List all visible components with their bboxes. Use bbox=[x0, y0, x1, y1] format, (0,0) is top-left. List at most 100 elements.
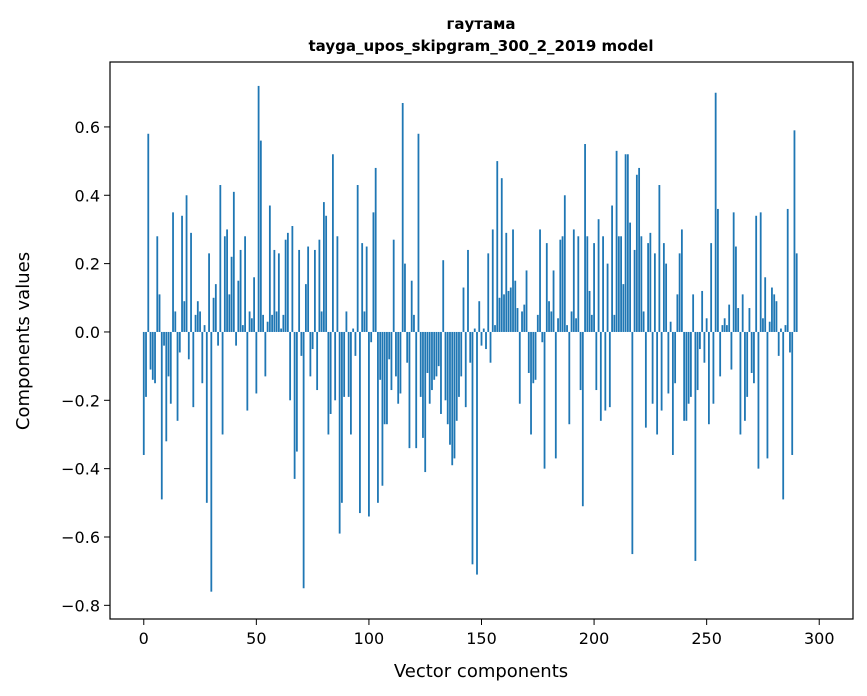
bar-185 bbox=[559, 239, 562, 332]
bar-216 bbox=[629, 222, 631, 332]
bar-5 bbox=[154, 331, 156, 384]
bar-200 bbox=[593, 243, 595, 332]
bar-82 bbox=[327, 331, 330, 435]
bar-232 bbox=[665, 263, 668, 332]
bar-208 bbox=[611, 205, 613, 332]
bar-78 bbox=[318, 239, 321, 332]
bar-93 bbox=[352, 328, 355, 332]
bar-91 bbox=[347, 331, 350, 397]
bar-96 bbox=[359, 331, 361, 514]
bar-278 bbox=[768, 321, 771, 332]
bar-73 bbox=[307, 246, 310, 332]
bar-273 bbox=[757, 331, 760, 469]
bar-104 bbox=[377, 331, 379, 503]
bar-56 bbox=[268, 205, 271, 332]
bar-128 bbox=[431, 331, 433, 391]
bar-144 bbox=[467, 249, 469, 332]
y-tick-label: 0.2 bbox=[75, 255, 100, 274]
bar-257 bbox=[721, 325, 724, 332]
bar-100 bbox=[368, 331, 370, 517]
bar-258 bbox=[723, 318, 726, 332]
bar-110 bbox=[390, 331, 393, 391]
bar-167 bbox=[518, 331, 521, 404]
bar-239 bbox=[680, 229, 683, 332]
bar-112 bbox=[395, 331, 397, 377]
bar-193 bbox=[577, 236, 580, 332]
bar-75 bbox=[311, 331, 314, 350]
bar-285 bbox=[784, 325, 787, 332]
bar-241 bbox=[685, 331, 688, 421]
bar-89 bbox=[343, 331, 346, 397]
bar-244 bbox=[692, 294, 695, 332]
bar-10 bbox=[165, 331, 168, 442]
bar-186 bbox=[561, 236, 564, 332]
bar-223 bbox=[644, 331, 647, 428]
bar-277 bbox=[766, 331, 769, 459]
bar-139 bbox=[455, 331, 458, 421]
bar-108 bbox=[386, 331, 388, 425]
bar-32 bbox=[214, 284, 217, 332]
bar-253 bbox=[712, 331, 715, 404]
bar-263 bbox=[735, 246, 737, 332]
bar-1 bbox=[145, 331, 147, 397]
bar-125 bbox=[424, 331, 427, 473]
bar-109 bbox=[388, 331, 391, 360]
bar-74 bbox=[309, 331, 312, 377]
bar-115 bbox=[401, 103, 404, 332]
bar-210 bbox=[615, 150, 618, 332]
bar-103 bbox=[374, 167, 377, 332]
bar-212 bbox=[620, 236, 622, 332]
chart-title-line2: tayga_upos_skipgram_300_2_2019 model bbox=[309, 37, 654, 55]
bar-119 bbox=[410, 280, 413, 332]
bar-28 bbox=[205, 331, 208, 503]
bar-189 bbox=[568, 331, 571, 425]
bar-16 bbox=[178, 331, 181, 353]
bar-31 bbox=[212, 297, 215, 332]
bar-39 bbox=[230, 256, 233, 332]
bar-106 bbox=[381, 331, 384, 486]
bar-81 bbox=[325, 215, 328, 332]
bar-114 bbox=[399, 331, 402, 394]
bar-35 bbox=[221, 331, 224, 435]
bar-229 bbox=[658, 185, 661, 332]
bar-267 bbox=[744, 331, 746, 421]
bar-188 bbox=[566, 325, 568, 332]
bar-101 bbox=[370, 331, 373, 343]
bar-116 bbox=[404, 263, 406, 332]
bar-41 bbox=[235, 331, 237, 346]
bar-172 bbox=[530, 331, 532, 435]
bar-283 bbox=[780, 328, 782, 332]
bar-126 bbox=[426, 331, 429, 373]
bar-240 bbox=[683, 331, 686, 421]
bar-203 bbox=[599, 331, 602, 421]
bar-83 bbox=[329, 331, 332, 414]
bar-3 bbox=[149, 331, 152, 370]
bar-20 bbox=[187, 331, 190, 360]
bar-149 bbox=[478, 301, 481, 332]
bar-62 bbox=[282, 314, 285, 332]
bar-245 bbox=[694, 331, 697, 561]
bar-99 bbox=[365, 246, 368, 332]
bar-191 bbox=[572, 229, 575, 332]
bar-228 bbox=[656, 331, 659, 435]
bar-234 bbox=[669, 321, 672, 332]
bar-154 bbox=[489, 331, 492, 363]
bar-18 bbox=[183, 301, 186, 332]
bar-141 bbox=[460, 331, 463, 377]
bar-187 bbox=[563, 195, 566, 332]
bar-147 bbox=[473, 328, 476, 332]
x-tick-label: 50 bbox=[246, 629, 266, 648]
bar-76 bbox=[313, 249, 316, 332]
bar-287 bbox=[789, 331, 791, 353]
bar-60 bbox=[277, 253, 280, 332]
bar-275 bbox=[762, 318, 764, 332]
bar-143 bbox=[464, 331, 467, 408]
bar-63 bbox=[284, 239, 287, 332]
bar-151 bbox=[482, 328, 485, 332]
bar-113 bbox=[397, 331, 400, 404]
bar-124 bbox=[422, 331, 424, 438]
y-tick-label: −0.8 bbox=[61, 596, 100, 615]
bar-286 bbox=[786, 208, 789, 332]
bar-95 bbox=[356, 185, 359, 332]
bar-105 bbox=[379, 331, 382, 380]
